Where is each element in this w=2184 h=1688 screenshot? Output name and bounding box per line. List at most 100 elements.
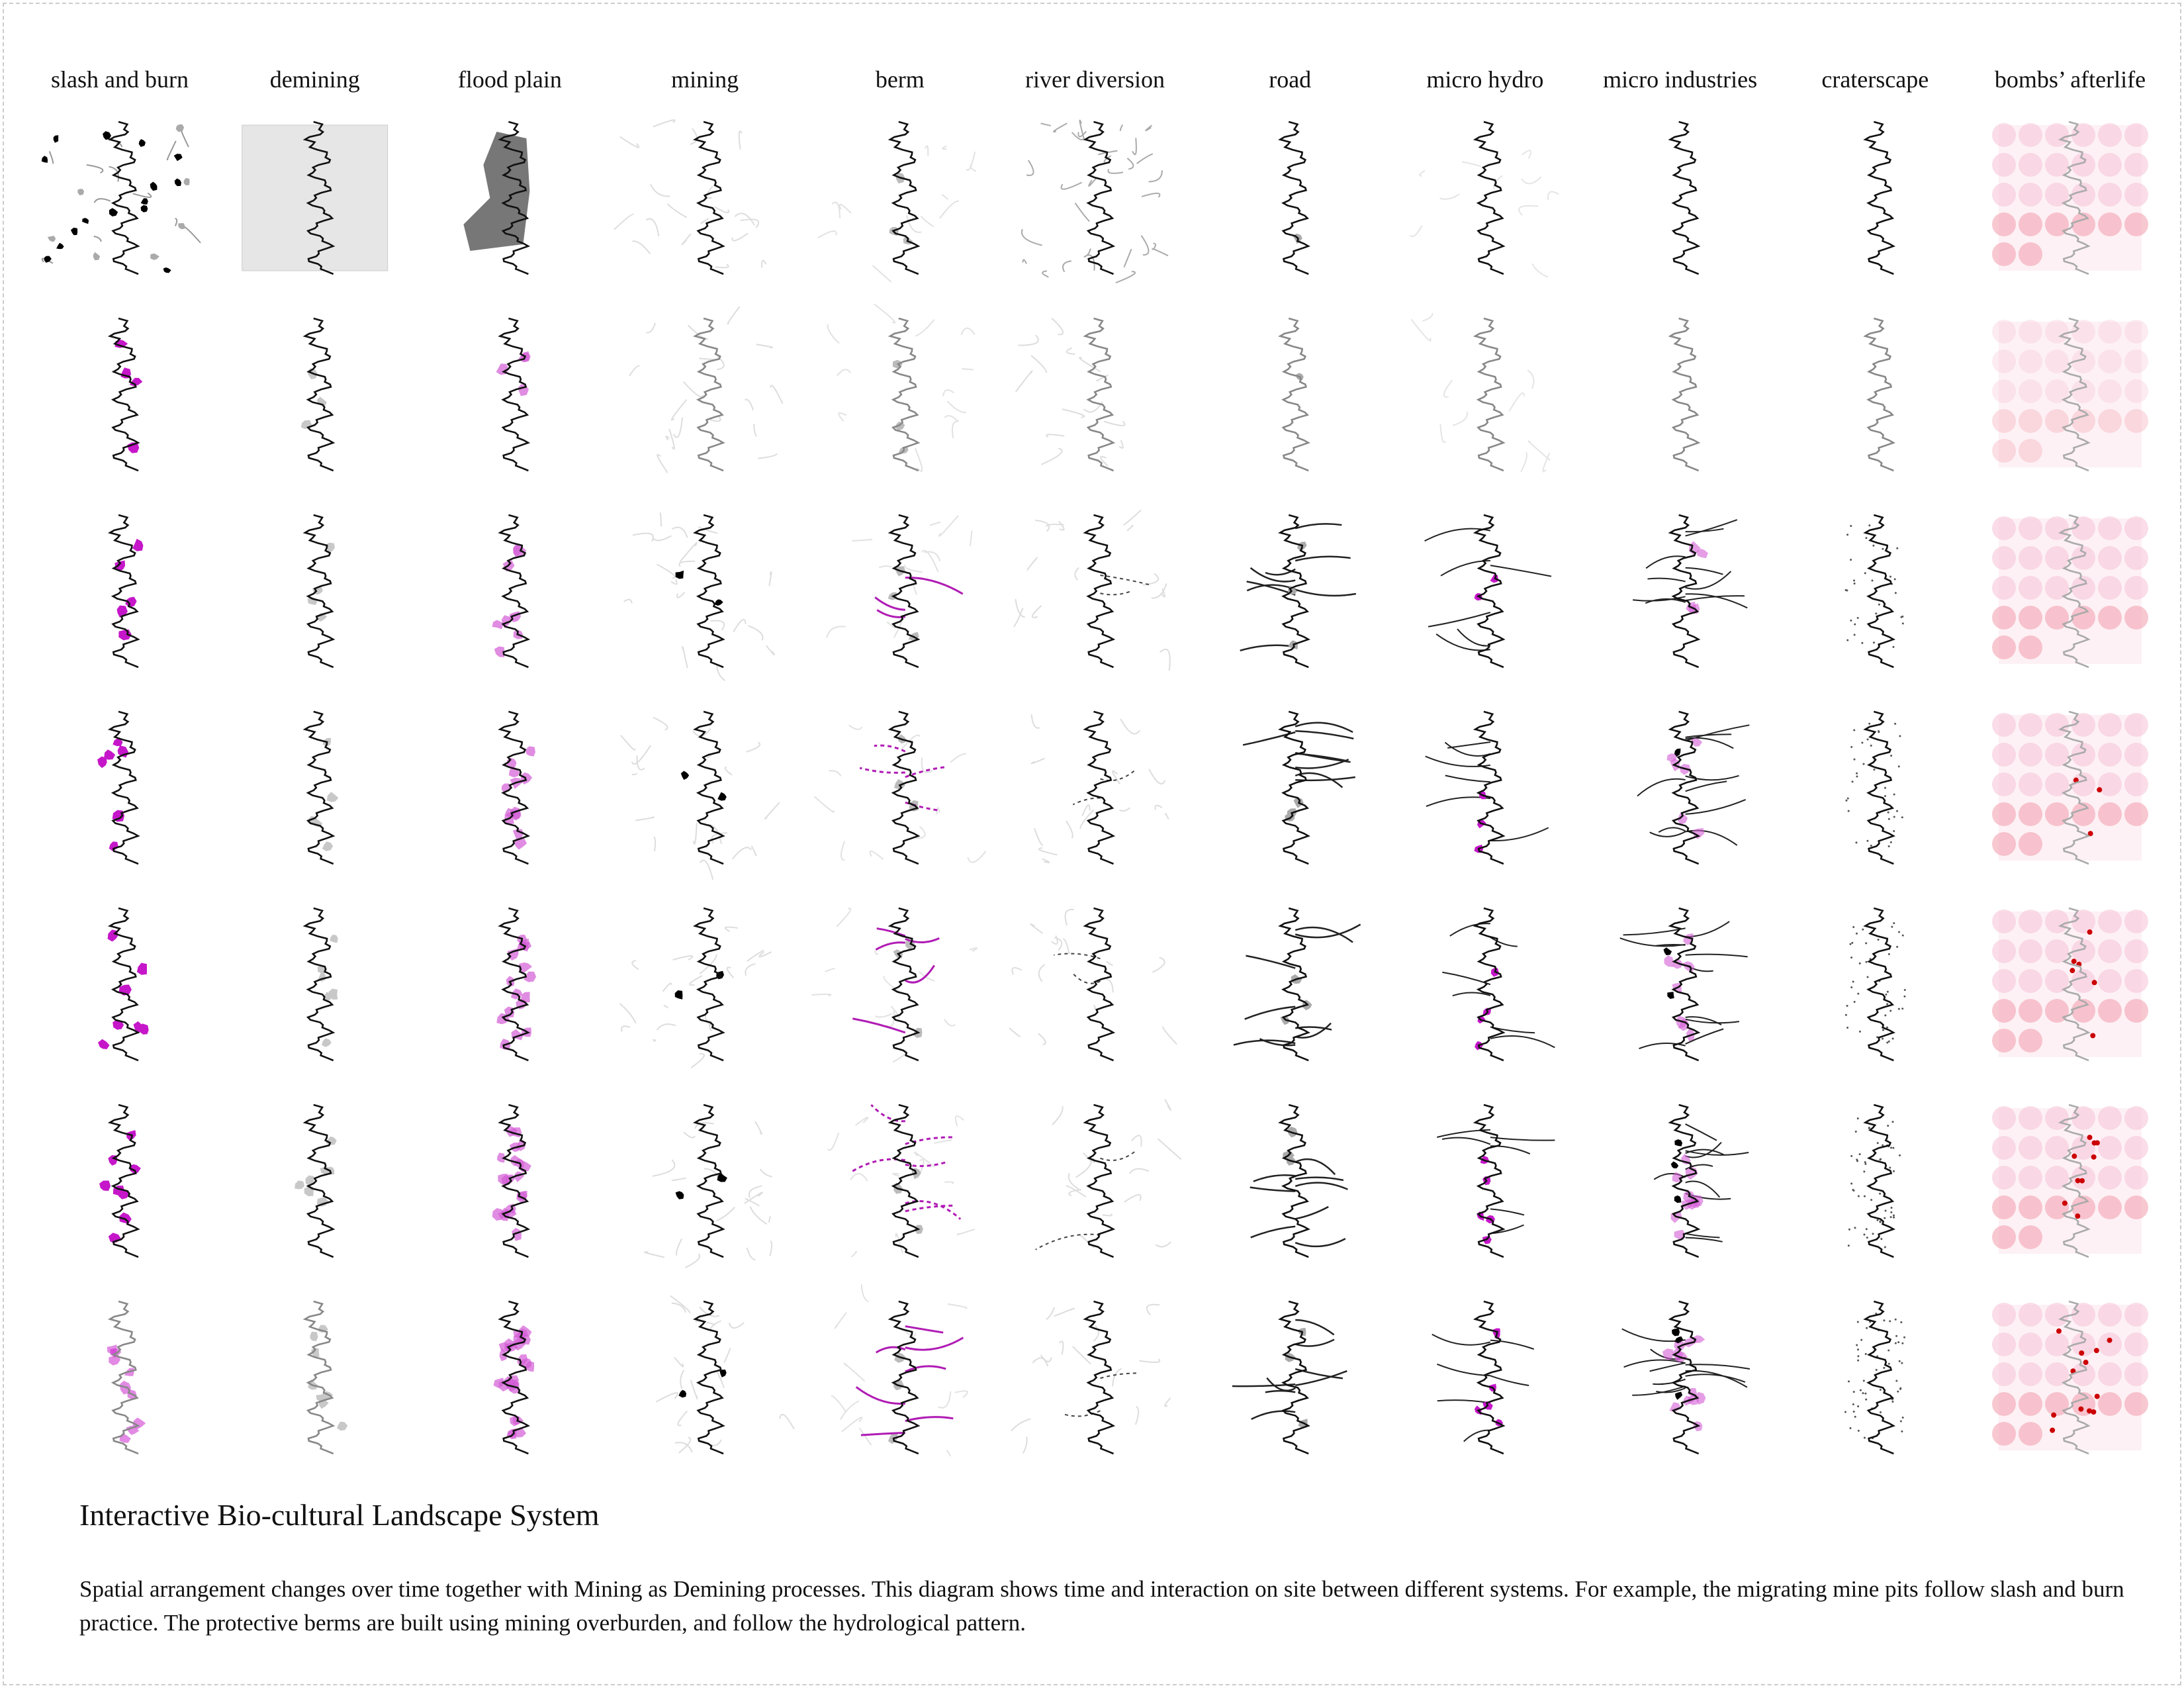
branch-line (1685, 1123, 1717, 1141)
crater-dot (1854, 623, 1856, 626)
map-tile (492, 1103, 531, 1258)
branch-line (1295, 926, 1353, 943)
crater-dot (1856, 616, 1859, 619)
bomb-crater (2071, 939, 2095, 963)
crater-dot (1850, 619, 1852, 622)
crater-dot (1889, 1216, 1892, 1219)
texture-line (109, 165, 119, 182)
map-tile (496, 317, 531, 472)
branch-line (1685, 1149, 1725, 1156)
bomb-crater (2019, 320, 2042, 344)
map-tile (1011, 1300, 1171, 1455)
texture-line (1072, 1346, 1091, 1365)
texture-line (631, 745, 651, 765)
crater-dot (1870, 744, 1872, 747)
blob (93, 252, 101, 261)
blob (174, 178, 181, 187)
texture-line (1107, 169, 1124, 174)
crater-dot (1899, 735, 1901, 737)
bomb-crater (2124, 516, 2148, 540)
river (2058, 907, 2091, 1062)
texture-line (1031, 605, 1042, 618)
river (1473, 317, 1506, 472)
crater-dot (1844, 1411, 1846, 1413)
river (107, 1103, 140, 1258)
branch-line (1685, 1180, 1721, 1198)
branch-line (859, 767, 905, 774)
texture-line (678, 560, 696, 567)
bomb-crater (2019, 1166, 2042, 1190)
bomb-crater (2124, 939, 2148, 963)
texture-line (1140, 235, 1150, 256)
crater-dot (1890, 755, 1893, 757)
texture-line (717, 1372, 725, 1388)
blob (506, 1380, 519, 1391)
texture-line (942, 145, 947, 150)
blob (103, 131, 111, 140)
texture-line (855, 1116, 869, 1126)
branch-line (1295, 759, 1349, 769)
bomb-crater (1992, 1225, 2016, 1249)
texture-line (1443, 379, 1453, 398)
map-tile (242, 120, 388, 275)
river (887, 1300, 921, 1455)
texture-line (679, 542, 698, 562)
texture-line (726, 966, 735, 978)
texture-line (827, 1132, 840, 1151)
texture-line (942, 389, 954, 397)
crater-dot (1853, 758, 1856, 761)
blob (99, 1180, 111, 1192)
crater-dot (1894, 592, 1897, 594)
texture-line (1053, 122, 1068, 133)
blob (173, 154, 183, 162)
texture-line (651, 535, 672, 541)
texture-line (1052, 1105, 1064, 1125)
blob (330, 934, 338, 943)
texture-line (944, 415, 958, 422)
branch-line (1685, 829, 1738, 846)
crater-dot (1876, 1142, 1879, 1145)
crater-dot (1893, 578, 1896, 581)
branch-line (1637, 778, 1686, 797)
bomb-crater (2071, 1333, 2095, 1356)
texture-line (692, 822, 698, 845)
texture-line (1071, 132, 1085, 141)
blob (140, 205, 148, 212)
blob (514, 1429, 527, 1438)
map-tile (496, 907, 537, 1062)
texture-line (954, 1115, 964, 1127)
map-tile (1619, 907, 1748, 1062)
map-tile (302, 514, 336, 669)
texture-line (748, 625, 764, 641)
diagram-grid: slash and burn demining flood plain mining b… (41, 66, 2148, 1456)
map-tile (1637, 710, 1750, 865)
river (692, 907, 725, 1062)
title: Interactive Bio-cultural Landscape Syste… (79, 1498, 600, 1532)
map-tile (655, 1295, 795, 1455)
texture-line (829, 770, 842, 776)
bomb-crater (2019, 1362, 2042, 1386)
blob (518, 384, 529, 397)
bomb-crater (2124, 713, 2148, 737)
crater-dot (1868, 1127, 1870, 1129)
texture-line (632, 532, 654, 542)
blob (114, 560, 125, 572)
crater-dot (1857, 992, 1860, 995)
branch-line (1445, 774, 1490, 783)
texture-line (714, 206, 729, 214)
texture-line (1461, 161, 1482, 167)
bomb-crater (2045, 1333, 2069, 1356)
crater-dot (1862, 1380, 1865, 1382)
blob (1670, 1161, 1679, 1168)
river (302, 907, 336, 1062)
crater-dot (1864, 572, 1866, 575)
bomb-crater (2019, 802, 2042, 826)
river (498, 907, 531, 1062)
bomb-crater (2071, 183, 2095, 207)
texture-line (621, 1025, 631, 1032)
crater-dot (1892, 645, 1895, 648)
crater-dot (1901, 622, 1904, 625)
bomb-crater (2045, 153, 2069, 177)
river (692, 120, 725, 275)
branch-line (1490, 1137, 1555, 1141)
